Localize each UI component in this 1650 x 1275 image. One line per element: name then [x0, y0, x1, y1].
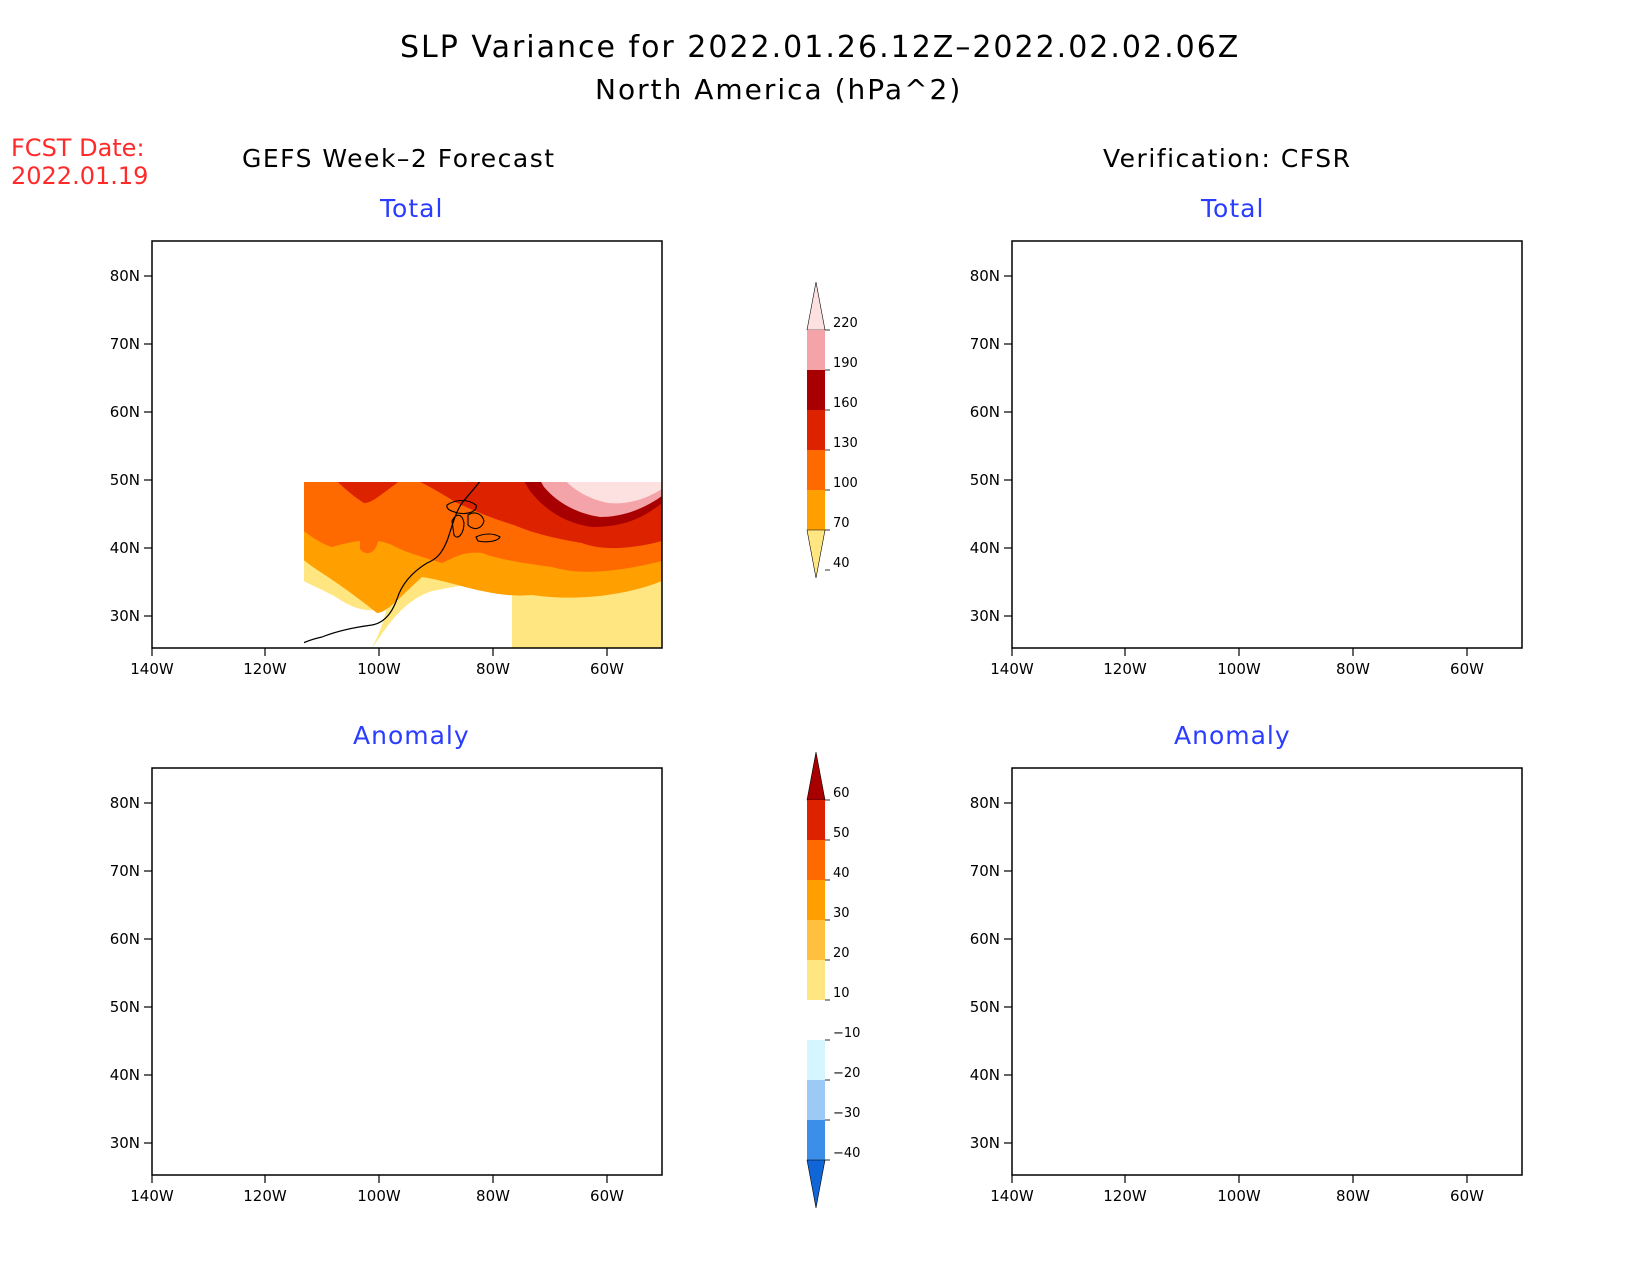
colorbar-label: 20	[833, 946, 850, 961]
colorbar-arrow-top	[806, 281, 826, 331]
lat-tick-label: 60N	[110, 930, 140, 948]
lat-tick-label: 80N	[970, 794, 1000, 812]
fcst-label: FCST Date:	[11, 134, 145, 162]
main-title-line2: North America (hPa^2)	[595, 73, 963, 106]
forecast-anomaly-map	[151, 767, 663, 1176]
lon-tick-label: 80W	[476, 1187, 510, 1205]
lat-tick-label: 50N	[970, 998, 1000, 1016]
colorbar-label: −40	[833, 1146, 860, 1161]
lon-tick-label: 120W	[243, 660, 287, 678]
colorbar-label: −20	[833, 1066, 860, 1081]
lat-tick-label: 80N	[110, 267, 140, 285]
colorbar-anomaly: 60 50 40 30 20 10 −10 −20 −30 −40	[806, 751, 860, 1209]
colorbar-segment	[807, 960, 825, 1000]
panel-title-verification-total: Total	[1201, 194, 1265, 223]
verification-anomaly-map	[1011, 767, 1523, 1176]
colorbar-label: 190	[833, 356, 858, 371]
colorbar-label: 60	[833, 786, 850, 801]
colorbar-segment	[807, 920, 825, 960]
panel-title-forecast-anomaly: Anomaly	[353, 721, 470, 750]
colorbar-label: 10	[833, 986, 850, 1001]
colorbar-segment	[807, 880, 825, 920]
lon-tick-label: 140W	[130, 660, 174, 678]
lat-tick-label: 70N	[970, 335, 1000, 353]
colorbar-segment	[807, 410, 825, 450]
forecast-total-map	[151, 240, 663, 649]
colorbar-segment	[807, 330, 825, 370]
lon-tick-label: 60W	[590, 660, 624, 678]
lon-tick-label: 140W	[990, 1187, 1034, 1205]
lon-tick-label: 100W	[1217, 1187, 1261, 1205]
lat-tick-label: 50N	[110, 998, 140, 1016]
lon-tick-label: 100W	[357, 660, 401, 678]
colorbar-label: 220	[833, 316, 858, 331]
lat-tick-label: 30N	[970, 607, 1000, 625]
lon-tick-label: 120W	[1103, 1187, 1147, 1205]
lon-tick-label: 140W	[130, 1187, 174, 1205]
lat-tick-label: 80N	[970, 267, 1000, 285]
colorbar-label: 40	[833, 556, 850, 571]
panel-title-forecast-total: Total	[380, 194, 444, 223]
colorbar-segment	[807, 450, 825, 490]
lat-tick-label: 40N	[110, 539, 140, 557]
lat-tick-label: 40N	[970, 1066, 1000, 1084]
colorbar-label: −30	[833, 1106, 860, 1121]
lat-tick-label: 30N	[110, 1134, 140, 1152]
colorbar-segment	[807, 1120, 825, 1160]
main-title-line1: SLP Variance for 2022.01.26.12Z–2022.02.…	[400, 30, 1241, 65]
lat-tick-label: 70N	[110, 335, 140, 353]
colorbar-label: 100	[833, 476, 858, 491]
colorbar-label: 50	[833, 826, 850, 841]
colorbar-arrow-bottom	[806, 529, 826, 579]
colorbar-segment	[807, 1040, 825, 1080]
lat-tick-label: 60N	[110, 403, 140, 421]
colorbar-label: −10	[833, 1026, 860, 1041]
lon-tick-label: 80W	[1336, 1187, 1370, 1205]
lat-tick-label: 40N	[110, 1066, 140, 1084]
lon-tick-label: 80W	[476, 660, 510, 678]
lat-tick-label: 70N	[110, 862, 140, 880]
lon-tick-label: 120W	[243, 1187, 287, 1205]
panel-title-verification-anomaly: Anomaly	[1174, 721, 1291, 750]
lat-tick-label: 50N	[970, 471, 1000, 489]
colorbar-segment	[807, 1000, 825, 1040]
lat-tick-label: 40N	[970, 539, 1000, 557]
colorbar-segment	[807, 490, 825, 530]
colorbar-segment	[807, 370, 825, 410]
colorbar-label: 70	[833, 516, 850, 531]
fcst-date: 2022.01.19	[11, 162, 149, 190]
lat-tick-label: 50N	[110, 471, 140, 489]
lat-tick-label: 80N	[110, 794, 140, 812]
lon-tick-label: 80W	[1336, 660, 1370, 678]
column-title-forecast: GEFS Week–2 Forecast	[242, 144, 556, 173]
colorbar-label: 30	[833, 906, 850, 921]
lat-tick-label: 30N	[110, 607, 140, 625]
colorbar-segment	[807, 840, 825, 880]
colorbar-segment	[807, 800, 825, 840]
verification-total-map	[1011, 240, 1523, 649]
lon-tick-label: 60W	[590, 1187, 624, 1205]
lon-tick-label: 120W	[1103, 660, 1147, 678]
colorbar-label: 40	[833, 866, 850, 881]
lon-tick-label: 60W	[1450, 660, 1484, 678]
colorbar-arrow-bottom	[806, 1159, 826, 1209]
colorbar-total: 220 190 160 130 100 70 40	[806, 281, 858, 579]
colorbar-label: 160	[833, 396, 858, 411]
lon-tick-label: 100W	[1217, 660, 1261, 678]
lon-tick-label: 60W	[1450, 1187, 1484, 1205]
lat-tick-label: 60N	[970, 403, 1000, 421]
lat-tick-label: 70N	[970, 862, 1000, 880]
lat-tick-label: 60N	[970, 930, 1000, 948]
colorbar-label: 130	[833, 436, 858, 451]
colorbar-arrow-top	[806, 751, 826, 801]
column-title-verification: Verification: CFSR	[1103, 144, 1352, 173]
lat-tick-label: 30N	[970, 1134, 1000, 1152]
colorbar-segment	[807, 1080, 825, 1120]
map-axes: 80N 70N 60N 50N 40N 30N 140W 120W 100W 80W 60W 80N 7…	[110, 267, 1484, 1205]
lon-tick-label: 100W	[357, 1187, 401, 1205]
lon-tick-label: 140W	[990, 660, 1034, 678]
